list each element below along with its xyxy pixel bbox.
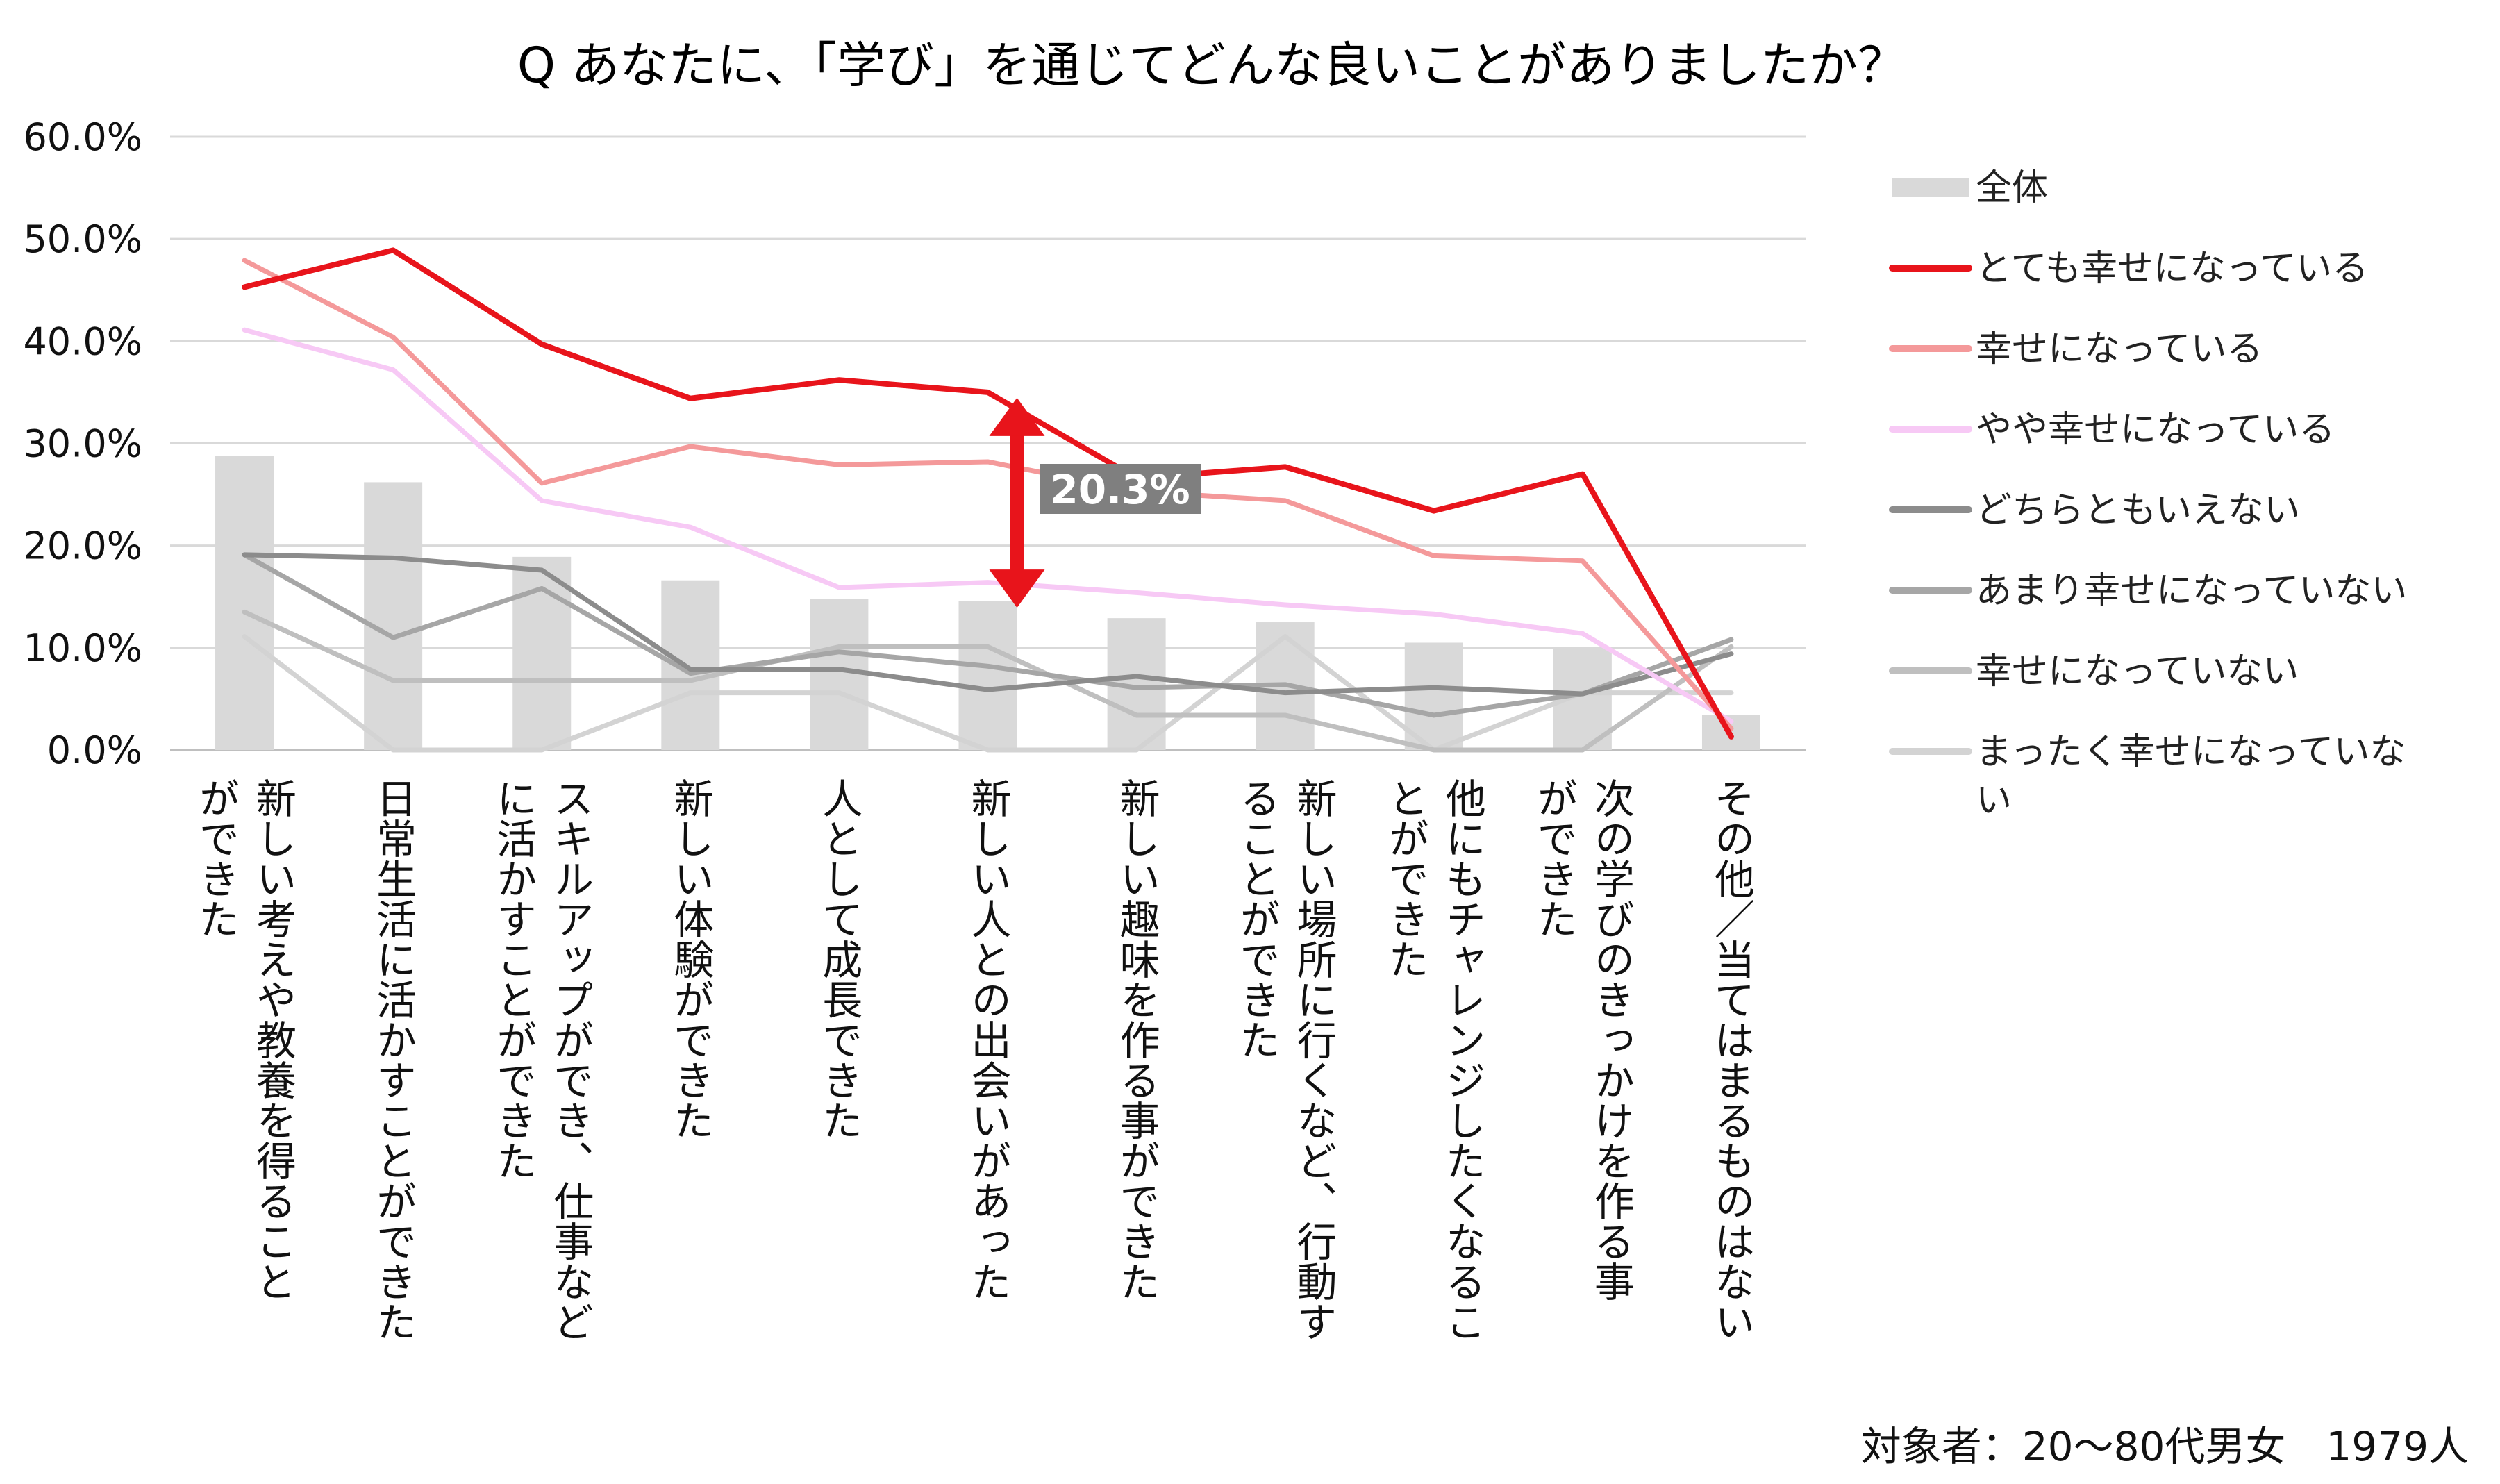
chart-title: Q あなたに、「学び」を通じてどんな良いことがありましたか？ <box>517 37 1906 94</box>
annotation-label: 20.3% <box>1050 466 1190 513</box>
category-label: その他／当てはまるものはない <box>1707 778 1755 1342</box>
category-label: スキルアップができ、仕事など に活かすことができた <box>490 778 594 1342</box>
legend-label: 幸せになっている <box>1976 328 2262 370</box>
bar <box>364 482 423 750</box>
bar <box>958 601 1017 750</box>
legend-label: とても幸せになっている <box>1976 248 2368 290</box>
arrow-head-down <box>989 569 1045 608</box>
bar <box>215 456 274 750</box>
legend-label: あまり幸せになっていない <box>1976 570 2407 612</box>
legend: 全体とても幸せになっている幸せになっているやや幸せになっているどちらともいえない… <box>1889 167 2407 822</box>
legend-label: まったく幸せになっていない <box>1976 731 2406 822</box>
legend-label: やや幸せになっている <box>1976 409 2335 451</box>
y-axis: 0.0% 10.0% 20.0% 30.0% 40.0% 50.0% 60.0% <box>23 115 142 772</box>
legend-label: どちらともいえない <box>1976 490 2300 531</box>
category-label: 新しい考えや教養を得ること ができた <box>192 778 297 1301</box>
category-label: 人として成長できた <box>815 778 863 1140</box>
annotation-box <box>1040 464 1201 514</box>
series-line <box>242 258 1734 731</box>
legend-swatch <box>1892 178 1969 197</box>
y-tick-label: 20.0% <box>23 524 142 568</box>
category-label: 新しい場所に行くなど、行動す ることができた <box>1233 778 1338 1342</box>
series-line <box>242 327 1734 724</box>
category-label: 新しい人との出会いがあった <box>964 778 1012 1301</box>
category-label: 新しい体験ができた <box>667 778 715 1140</box>
arrow-head-up <box>989 397 1045 436</box>
y-tick-label: 0.0% <box>47 728 142 772</box>
series-line <box>242 247 1734 740</box>
arrow-shaft <box>1010 433 1024 572</box>
y-tick-label: 30.0% <box>23 422 142 466</box>
category-label: 日常生活に活かすことができた <box>369 778 417 1342</box>
bar <box>661 580 720 750</box>
difference-annotation: 20.3% <box>989 397 1201 608</box>
legend-label: 幸せになっていない <box>1976 651 2299 692</box>
series-line <box>242 552 1734 718</box>
category-label: 次の学びのきっかけを作る事 ができた <box>1530 778 1635 1301</box>
bar-series <box>215 456 1760 750</box>
category-label: 他にもチャレンジしたくなるこ とができた <box>1381 778 1486 1342</box>
y-tick-label: 60.0% <box>23 115 142 159</box>
y-tick-label: 40.0% <box>23 319 142 363</box>
line-series <box>242 247 1734 753</box>
respondents-note: 対象者：20～80代男女 1979人 <box>1861 1423 2469 1470</box>
series-line <box>242 609 1734 753</box>
series-line <box>242 552 1734 697</box>
legend-label: 全体 <box>1976 167 2048 209</box>
category-label: 新しい趣味を作る事ができた <box>1112 778 1160 1301</box>
y-tick-label: 50.0% <box>23 217 142 261</box>
series-line <box>242 634 1734 753</box>
y-tick-label: 10.0% <box>23 626 142 670</box>
